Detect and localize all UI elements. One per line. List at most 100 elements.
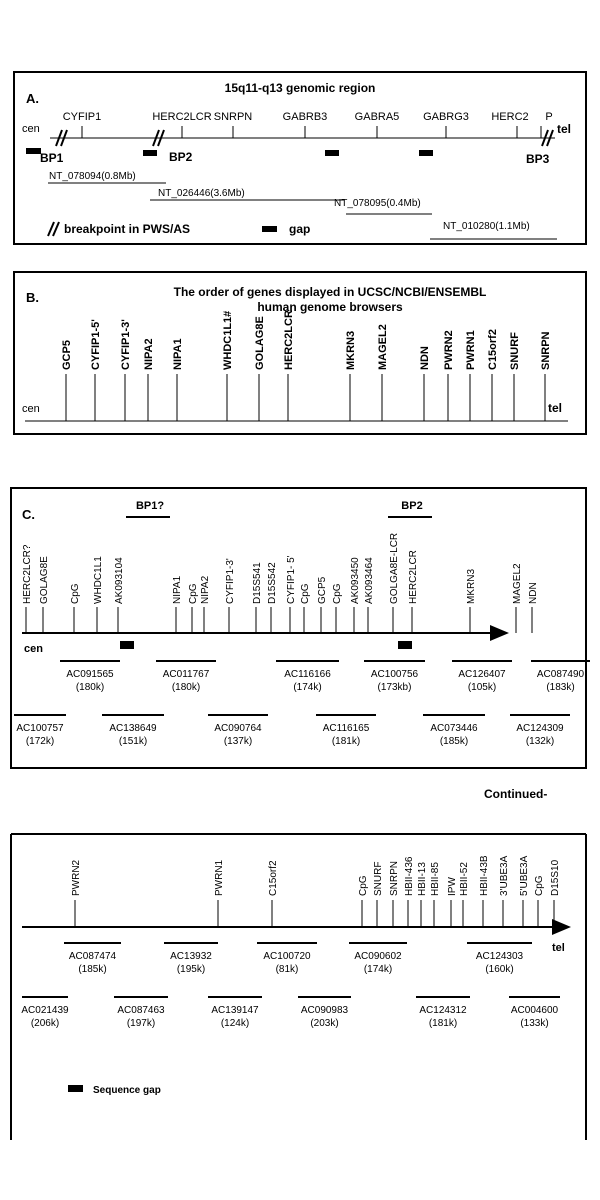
gene-label: HERC2LCR (152, 111, 211, 123)
breakpoint-icon (541, 129, 554, 147)
clone-name: AC011767 (163, 669, 210, 680)
marker-label: CpG (358, 875, 369, 896)
clone-size: (180k) (76, 682, 104, 693)
clone-name: AC138649 (109, 723, 157, 734)
clone-name: AC090602 (354, 951, 402, 962)
marker-label: CpG (188, 583, 199, 604)
breakpoint-icon (152, 129, 165, 147)
clone-name: AC124303 (476, 951, 524, 962)
bp1-label: BP1? (136, 500, 164, 512)
marker-label: GOLAG8E (39, 556, 50, 604)
clone-name: AC124309 (516, 723, 564, 734)
gene-label: C15orf2 (487, 329, 499, 370)
gap-marker (419, 150, 433, 156)
clone-name: AC124312 (419, 1005, 467, 1016)
clone-size: (124k) (221, 1018, 249, 1029)
clone-size: (174k) (364, 964, 392, 975)
marker-label: CpG (70, 583, 81, 604)
panel-a-letter: A. (26, 91, 39, 106)
breakpoint-legend-label: breakpoint in PWS/AS (64, 222, 190, 236)
panel-c-frame (10, 487, 587, 769)
gene-label: PWRN2 (443, 330, 455, 370)
contig-label: NT_078094(0.8Mb) (49, 171, 136, 182)
clone-name: AC13932 (170, 951, 212, 962)
clone-name: AC116166 (284, 669, 331, 680)
panel-b-gene-list: GCP5 CYFIP1-5' CYFIP1-3' NIPA2 NIPA1 WHDC1L1#… (61, 310, 552, 421)
marker-label: NIPA1 (172, 575, 183, 604)
marker-label: MKRN3 (466, 569, 477, 604)
marker-label: D15S541 (252, 562, 263, 604)
gene-label: HERC2 (491, 111, 528, 123)
clone-name: AC004600 (511, 1005, 559, 1016)
panel-a-tel-label: tel (557, 122, 571, 136)
clone-size: (172k) (26, 736, 54, 747)
bp2-label: BP2 (401, 500, 422, 512)
gap-legend-label: gap (289, 222, 310, 236)
marker-label: MAGEL2 (512, 563, 523, 604)
clone-name: AC100757 (16, 723, 64, 734)
clone-size: (81k) (276, 964, 299, 975)
marker-label: HBII-52 (459, 862, 470, 896)
contig-label: NT_026446(3.6Mb) (158, 188, 245, 199)
marker-label: CYFIP1- 5' (286, 555, 297, 604)
sequence-gap-marker (120, 641, 134, 649)
marker-label: D15S10 (550, 859, 561, 896)
marker-label: NIPA2 (200, 575, 211, 604)
clone-size: (105k) (468, 682, 496, 693)
clone-size: (185k) (440, 736, 468, 747)
panel-b: B. The order of genes displayed in UCSC/… (13, 271, 587, 435)
marker-label: HBII-13 (417, 862, 428, 896)
marker-label: HBII-85 (430, 862, 441, 896)
clone-name: AC100720 (263, 951, 311, 962)
gene-label: SNRPN (540, 331, 552, 370)
bp-label: BP2 (169, 150, 193, 164)
clone-name: AC090764 (214, 723, 262, 734)
panel-b-frame (13, 271, 587, 435)
bp-label: BP1 (40, 151, 64, 165)
panel-c: C. BP1? BP2 cen HERC2LCR? GOLAG8E CpG WHDC1… (10, 487, 590, 769)
panel-b-title-2: human genome browsers (257, 300, 403, 314)
clone-size: (183k) (546, 682, 574, 693)
marker-label: NDN (528, 582, 539, 604)
gap-marker (325, 150, 339, 156)
clone-name: AC091565 (66, 669, 114, 680)
clone-size: (160k) (485, 964, 513, 975)
marker-label: WHDC1L1 (93, 556, 104, 604)
panel-d-axis-arrow-icon (552, 919, 571, 935)
clone-size: (185k) (78, 964, 106, 975)
gene-label: MKRN3 (345, 331, 357, 370)
marker-label: AK093464 (364, 557, 375, 604)
clone-size: (203k) (310, 1018, 338, 1029)
panel-d: tel PWRN2 PWRN1 C15orf2 CpG SNURF SNRPN HBII-4… (10, 833, 587, 1140)
gene-label: NIPA2 (143, 338, 155, 370)
contig-label: NT_078095(0.4Mb) (334, 198, 421, 209)
marker-label: PWRN1 (214, 859, 225, 896)
marker-label: 3'UBE3A (499, 855, 510, 896)
gap-legend-icon (262, 226, 277, 232)
clone-size: (174k) (293, 682, 321, 693)
marker-label: SNURF (373, 862, 384, 896)
marker-label: AK093450 (350, 557, 361, 604)
marker-label: C15orf2 (268, 860, 279, 896)
panel-a-gene-ticks (81, 126, 542, 138)
panel-b-cen-label: cen (22, 403, 40, 415)
gene-label: WHDC1L1# (222, 311, 234, 370)
panel-b-tel-label: tel (548, 401, 562, 415)
clone-name: AC090983 (301, 1005, 349, 1016)
gene-label: GABRB3 (283, 111, 328, 123)
panel-d-clone-list: AC087474 (185k) AC13932 (195k) AC100720 (81k)… (21, 942, 560, 1029)
gene-label: MAGEL2 (377, 324, 389, 370)
panel-a-cen-label: cen (22, 123, 40, 135)
marker-label: PWRN2 (71, 859, 82, 896)
sequence-gap-legend-icon (68, 1085, 83, 1092)
panel-a-title: 15q11-q13 genomic region (225, 81, 376, 95)
gene-label: CYFIP1 (63, 111, 102, 123)
panel-a-frame (13, 71, 587, 245)
clone-size: (133k) (520, 1018, 548, 1029)
clone-size: (137k) (224, 736, 252, 747)
clone-size: (181k) (429, 1018, 457, 1029)
clone-size: (181k) (332, 736, 360, 747)
sequence-gap-legend-label: Sequence gap (93, 1085, 161, 1096)
panel-a: A. 15q11-q13 genomic region cen tel CYFI… (13, 71, 587, 245)
